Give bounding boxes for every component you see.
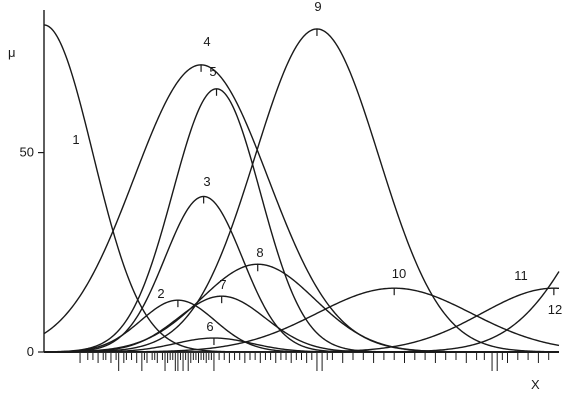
curve-label-5: 5 [209, 64, 216, 79]
curve-2 [44, 300, 559, 352]
curve-label-2: 2 [157, 286, 164, 301]
y-tick-label: 0 [27, 344, 34, 359]
curve-label-12: 12 [548, 302, 562, 317]
curve-label-3: 3 [203, 174, 210, 189]
y-tick-group: 0 50 [20, 145, 44, 359]
curve-1 [44, 25, 559, 352]
curve-label-6: 6 [206, 319, 213, 334]
curve-label-1: 1 [72, 132, 79, 147]
x-axis-title: X [531, 377, 540, 392]
curve-8 [44, 264, 559, 352]
curve-label-9: 9 [314, 0, 321, 14]
curve-4 [44, 65, 559, 352]
curve-label-11: 11 [514, 268, 528, 283]
curve-label-10: 10 [392, 266, 406, 281]
curve-label-8: 8 [256, 245, 263, 260]
curve-7 [44, 296, 559, 352]
curve-9 [44, 29, 559, 352]
rug-group [80, 353, 549, 371]
curve-label-4: 4 [203, 34, 210, 49]
y-axis-title: μ [8, 45, 16, 60]
curve-label-7: 7 [219, 277, 226, 292]
peak-tick-group [178, 29, 554, 345]
curve-3 [44, 196, 559, 352]
y-tick-label: 50 [20, 145, 34, 160]
curve-group [44, 25, 559, 352]
